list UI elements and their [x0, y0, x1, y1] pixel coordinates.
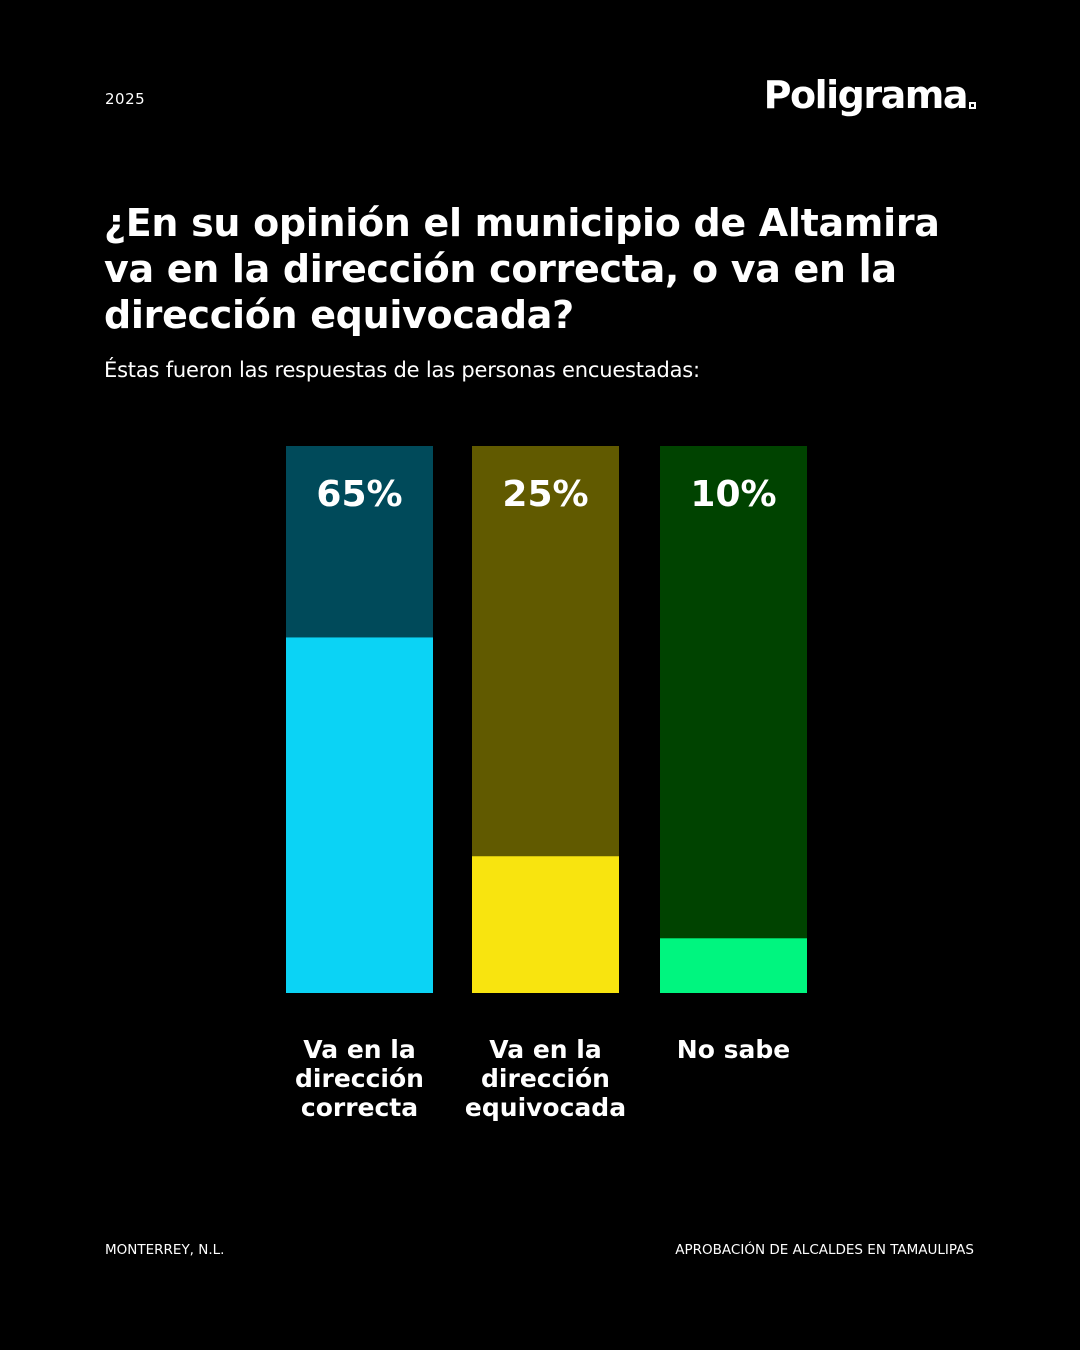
brand-dot-icon	[969, 102, 976, 109]
brand-name: Poligrama	[763, 73, 969, 117]
category-label-1: Va en la dirección correcta	[295, 1035, 424, 1122]
bar-1	[286, 637, 433, 993]
bar-value-label-3: 10%	[690, 474, 776, 515]
bar-value-label-1: 65%	[316, 474, 402, 515]
year-label: 2025	[105, 90, 146, 108]
bar-track-3	[660, 446, 807, 993]
chart-subtitle: Éstas fueron las respuestas de las perso…	[104, 358, 700, 382]
category-label-2: Va en la dirección equivocada	[464, 1035, 627, 1122]
chart-title: ¿En su opinión el municipio de Altamira …	[104, 201, 940, 337]
bar-3	[660, 938, 807, 993]
bar-value-label-2: 25%	[502, 474, 588, 515]
footer-location: MONTERREY, N.L.	[105, 1242, 225, 1258]
brand-logo: Poligrama	[764, 70, 976, 114]
footer-report-name: APROBACIÓN DE ALCALDES EN TAMAULIPAS	[675, 1242, 974, 1258]
category-label-3: No sabe	[676, 1035, 791, 1064]
bar-2	[472, 856, 619, 993]
